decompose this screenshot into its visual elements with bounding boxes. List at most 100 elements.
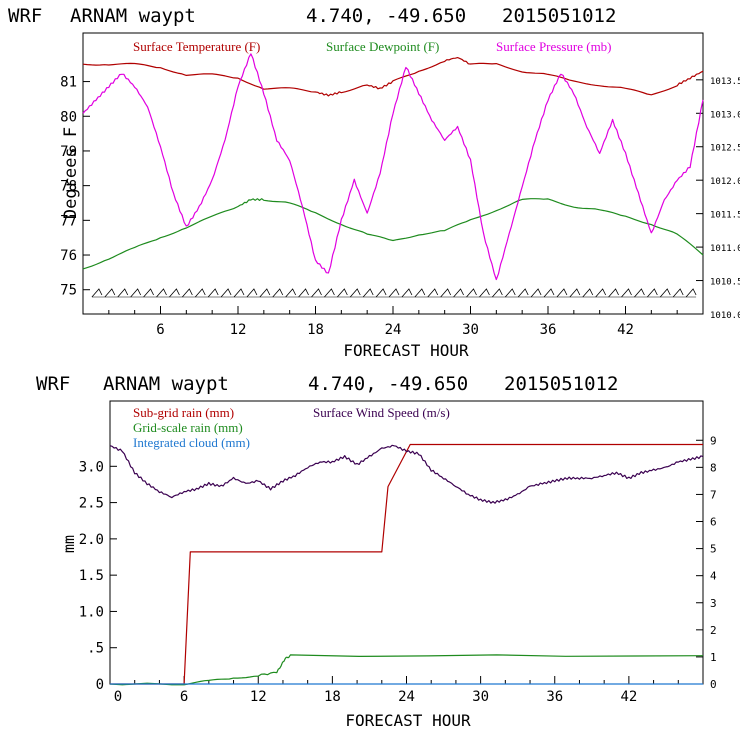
bottom-y2-tick-label: 7 — [710, 488, 717, 501]
wind-barb-icon — [272, 288, 284, 298]
top-left-axis-ticks: 75 76 77 78 79 80 81 — [60, 75, 90, 299]
top-header-model: WRF — [8, 5, 42, 27]
wind-barb-icon — [362, 288, 374, 298]
top-legend: Surface Temperature (F) Surface Dewpoint… — [133, 39, 612, 54]
wind-barb-icon — [91, 288, 103, 298]
bottom-header-site: ARNAM waypt — [103, 373, 229, 395]
bottom-y2-tick-label: 3 — [710, 597, 717, 610]
wind-barb-icon — [285, 288, 297, 298]
bottom-x-tick-label: 24 — [398, 689, 415, 705]
wind-barb-icon — [504, 288, 516, 298]
top-x-tick-label: 42 — [617, 322, 634, 338]
wind-barb-icon — [182, 288, 193, 298]
top-series-surface-temperature-f — [82, 56, 704, 97]
wind-barb-icon — [337, 288, 348, 298]
wind-barb-icon — [324, 288, 335, 298]
top-series-surface-dewpoint-f — [82, 198, 704, 270]
wind-barb-icon — [233, 288, 245, 298]
top-series-surface-pressure-mb — [82, 53, 704, 281]
bottom-y2-tick-label: 5 — [710, 543, 717, 556]
bottom-y2-tick-label: 6 — [710, 516, 717, 529]
top-legend-pressure: Surface Pressure (mb) — [496, 39, 612, 54]
top-y-tick-label: 78 — [60, 179, 77, 195]
wind-barb-icon — [298, 288, 309, 298]
top-y-axis-title: Degrees F — [61, 127, 81, 219]
top-x-tick-label: 30 — [462, 322, 479, 338]
top-y-tick-label: 81 — [60, 75, 77, 91]
top-y-tick-label: 77 — [60, 213, 77, 229]
bottom-x-tick-label: 18 — [324, 689, 341, 705]
top-plot-frame — [82, 32, 704, 315]
top-x-tick-label: 36 — [540, 322, 557, 338]
wind-barb-icon — [246, 288, 258, 298]
bottom-y-tick-label: 0 — [96, 677, 104, 693]
top-header-site: ARNAM waypt — [70, 5, 196, 27]
top-legend-dewpoint: Surface Dewpoint (F) — [326, 39, 439, 54]
top-y-tick-label: 79 — [60, 144, 77, 160]
wind-barb-icon — [130, 288, 142, 298]
wind-barb-icon — [672, 288, 684, 298]
top-x-tick-label: 6 — [156, 322, 164, 338]
bottom-header-model: WRF — [36, 373, 70, 395]
wind-barb-icon — [143, 288, 154, 298]
wind-barb-icon — [517, 288, 529, 298]
bottom-y2-tick-label: 0 — [710, 678, 717, 691]
bottom-y2-tick-label: 4 — [710, 570, 717, 583]
bottom-y-tick-label: 1.0 — [79, 604, 104, 620]
top-y-tick-label: 75 — [60, 283, 77, 299]
bottom-panel: WRF ARNAM waypt 4.740, -49.650 201505101… — [36, 373, 717, 730]
wind-barb-icon — [621, 288, 632, 298]
top-wind-barbs — [91, 288, 697, 298]
wind-barb-icon — [530, 288, 542, 298]
top-header-init: 2015051012 — [502, 5, 616, 27]
bottom-x-axis-title: FORECAST HOUR — [345, 711, 471, 730]
wind-barb-icon — [492, 288, 503, 298]
top-x-tick-label: 18 — [307, 322, 324, 338]
bottom-x-tick-label: 36 — [546, 689, 563, 705]
bottom-legend-integrated-cloud: Integrated cloud (mm) — [133, 435, 250, 450]
bottom-right-axis-ticks: 0 1 2 3 4 5 6 7 8 9 — [696, 434, 717, 691]
top-y2-tick-label: 1011.0 — [710, 244, 740, 254]
wind-barb-icon — [608, 288, 619, 298]
bottom-x-tick-label: 30 — [472, 689, 489, 705]
top-panel: WRF ARNAM waypt 4.740, -49.650 201505101… — [8, 5, 740, 360]
wind-barb-icon — [466, 288, 477, 298]
bottom-y-tick-label: 3.0 — [79, 459, 104, 475]
top-header-coords: 4.740, -49.650 — [306, 5, 466, 27]
wind-barb-icon — [401, 288, 413, 298]
wind-barb-icon — [479, 288, 490, 298]
top-series-lines — [82, 53, 704, 281]
bottom-series-surface-wind-speed-m-s — [109, 444, 704, 504]
bottom-left-axis-ticks: 0 .5 1.0 1.5 2.0 2.5 3.0 — [79, 459, 117, 693]
bottom-x-tick-label: 42 — [620, 689, 637, 705]
bottom-y2-tick-label: 1 — [710, 651, 717, 664]
wind-barb-icon — [453, 288, 464, 298]
bottom-y-tick-label: .5 — [87, 641, 104, 657]
top-y2-tick-label: 1010.5 — [710, 278, 740, 288]
wind-barb-icon — [556, 288, 568, 298]
bottom-legend-wind-speed: Surface Wind Speed (m/s) — [313, 405, 450, 420]
top-legend-temperature: Surface Temperature (F) — [133, 39, 260, 54]
wind-barb-icon — [156, 288, 167, 298]
wind-barb-icon — [569, 288, 581, 298]
wind-barb-icon — [259, 288, 271, 298]
wind-barb-icon — [220, 288, 232, 298]
bottom-x-tick-label: 6 — [180, 689, 188, 705]
top-y-tick-label: 80 — [60, 109, 77, 125]
bottom-y-tick-label: 2.0 — [79, 532, 104, 548]
top-right-axis-ticks: 1010.0 1010.5 1011.0 1011.5 1012.0 1012.5 1013… — [696, 77, 740, 321]
top-x-tick-label: 24 — [385, 322, 402, 338]
wind-barb-icon — [349, 288, 361, 298]
top-y-tick-label: 76 — [60, 248, 77, 264]
wind-barb-icon — [414, 288, 426, 298]
wind-barb-icon — [440, 288, 452, 298]
top-y2-tick-label: 1012.0 — [710, 177, 740, 187]
bottom-series-grid-scale-rain-mm — [109, 654, 704, 686]
bottom-y-tick-label: 2.5 — [79, 496, 104, 512]
bottom-y-tick-label: 1.5 — [79, 568, 104, 584]
wind-barb-icon — [117, 288, 129, 298]
top-y2-tick-label: 1013.0 — [710, 110, 740, 120]
bottom-header-init: 2015051012 — [504, 373, 618, 395]
bottom-x-tick-label: 0 — [114, 689, 122, 705]
bottom-legend: Sub-grid rain (mm) Surface Wind Speed (m… — [133, 405, 450, 450]
